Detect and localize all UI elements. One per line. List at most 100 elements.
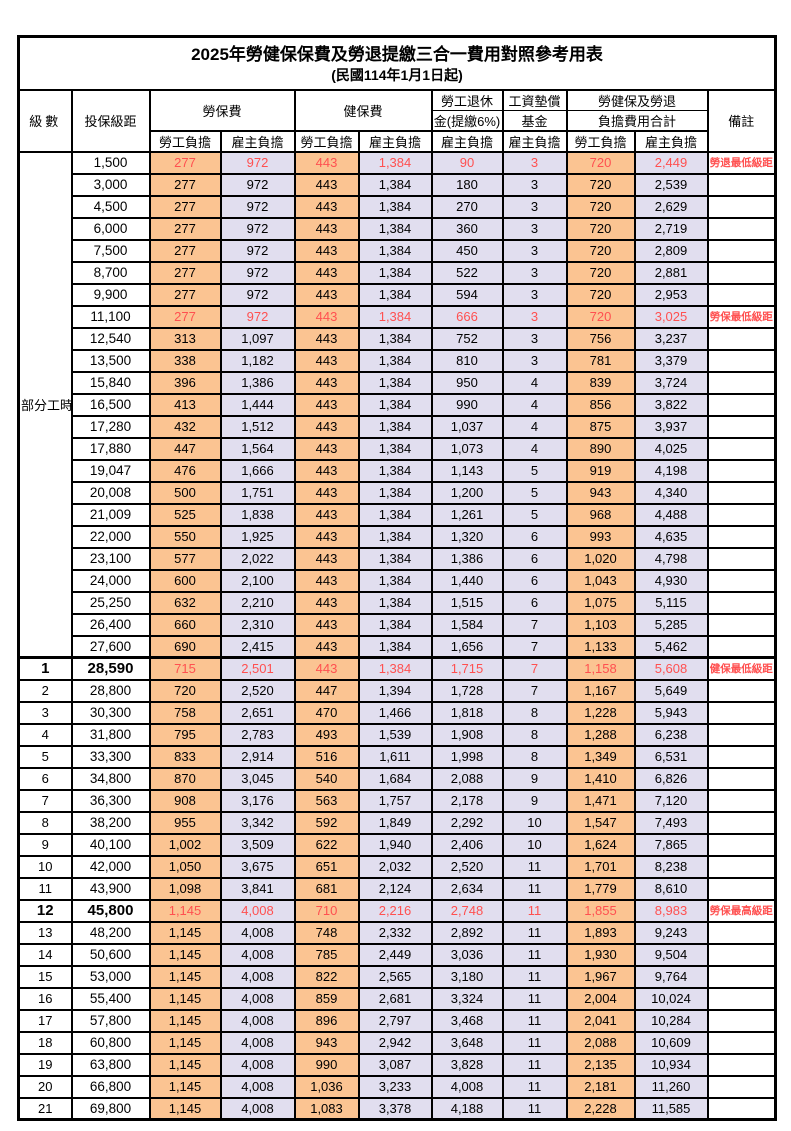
table-row: 8 38,200 955 3,342 592 1,849 2,292 10 1,547 7,493 xyxy=(17,810,777,835)
value-cell: 955 xyxy=(148,810,222,835)
remark-cell xyxy=(706,744,777,769)
col-header-level: 級數 xyxy=(17,88,73,153)
value-cell: 447 xyxy=(293,678,360,703)
value-cell: 748 xyxy=(293,920,360,945)
value-cell: 3,045 xyxy=(219,766,296,791)
bracket-cell: 26,400 xyxy=(70,612,151,637)
table-row: 20,008 500 1,751 443 1,384 1,200 5 943 4,340 xyxy=(19,480,777,505)
value-cell: 1,384 xyxy=(357,260,433,285)
value-cell: 443 xyxy=(293,392,360,417)
value-cell: 833 xyxy=(148,744,222,769)
value-cell: 720 xyxy=(565,150,636,175)
value-cell: 1,384 xyxy=(357,480,433,505)
value-cell: 447 xyxy=(148,436,222,461)
bracket-cell: 12,540 xyxy=(70,326,151,351)
value-cell: 2,748 xyxy=(430,898,504,923)
value-cell: 3,233 xyxy=(357,1074,433,1099)
value-cell: 1,145 xyxy=(148,1030,222,1055)
value-cell: 1,384 xyxy=(357,194,433,219)
remark-cell xyxy=(706,458,777,483)
value-cell: 2,088 xyxy=(565,1030,636,1055)
value-cell: 993 xyxy=(565,524,636,549)
value-cell: 11,585 xyxy=(633,1096,709,1121)
value-cell: 2,797 xyxy=(357,1008,433,1033)
value-cell: 277 xyxy=(148,150,222,175)
remark-cell xyxy=(706,392,777,417)
value-cell: 3,648 xyxy=(430,1030,504,1055)
level-cell: 1 xyxy=(17,656,73,681)
value-cell: 443 xyxy=(293,414,360,439)
value-cell: 822 xyxy=(293,964,360,989)
value-cell: 1,410 xyxy=(565,766,636,791)
table-row: 23,100 577 2,022 443 1,384 1,386 6 1,020 4,798 xyxy=(19,546,777,571)
bracket-cell: 57,800 xyxy=(70,1008,151,1033)
value-cell: 1,098 xyxy=(148,876,222,901)
value-cell: 277 xyxy=(148,216,222,241)
value-cell: 2,406 xyxy=(430,832,504,857)
bracket-cell: 11,100 xyxy=(70,304,151,329)
value-cell: 338 xyxy=(148,348,222,373)
bracket-cell: 4,500 xyxy=(70,194,151,219)
value-cell: 3,509 xyxy=(219,832,296,857)
value-cell: 1,515 xyxy=(430,590,504,615)
value-cell: 11 xyxy=(501,1096,568,1121)
value-cell: 943 xyxy=(565,480,636,505)
value-cell: 3 xyxy=(501,172,568,197)
table-row: 25,250 632 2,210 443 1,384 1,515 6 1,075 5,115 xyxy=(19,590,777,615)
value-cell: 277 xyxy=(148,194,222,219)
value-cell: 11 xyxy=(501,1052,568,1077)
premium-reference-table: 2025年勞健保保費及勞退提繳三合一費用對照參考用表 (民國114年1月1日起)… xyxy=(17,35,778,1121)
value-cell: 432 xyxy=(148,414,222,439)
bracket-cell: 43,900 xyxy=(70,876,151,901)
value-cell: 1,349 xyxy=(565,744,636,769)
col-header-health-insurance: 健保費 xyxy=(293,88,433,132)
value-cell: 5,115 xyxy=(633,590,709,615)
value-cell: 972 xyxy=(219,260,296,285)
value-cell: 4 xyxy=(501,414,568,439)
value-cell: 3,180 xyxy=(430,964,504,989)
bracket-cell: 21,009 xyxy=(70,502,151,527)
value-cell: 1,624 xyxy=(565,832,636,857)
table-row: 7 36,300 908 3,176 563 1,757 2,178 9 1,471 7,120 xyxy=(17,788,777,813)
value-cell: 1,002 xyxy=(148,832,222,857)
value-cell: 2,629 xyxy=(633,194,709,219)
value-cell: 2,809 xyxy=(633,238,709,263)
value-cell: 2,881 xyxy=(633,260,709,285)
value-cell: 1,261 xyxy=(430,502,504,527)
table-row: 17,880 447 1,564 443 1,384 1,073 4 890 4,025 xyxy=(19,436,777,461)
header-row-top: 級數 投保級距 勞保費 健保費 勞工退休 工資墊償 勞健保及勞退 備註 xyxy=(17,88,777,153)
value-cell: 313 xyxy=(148,326,222,351)
value-cell: 1,440 xyxy=(430,568,504,593)
value-cell: 972 xyxy=(219,216,296,241)
value-cell: 7 xyxy=(501,678,568,703)
bracket-cell: 40,100 xyxy=(70,832,151,857)
value-cell: 6 xyxy=(501,590,568,615)
value-cell: 632 xyxy=(148,590,222,615)
value-cell: 3,176 xyxy=(219,788,296,813)
value-cell: 1,684 xyxy=(357,766,433,791)
value-cell: 4,008 xyxy=(219,942,296,967)
bracket-cell: 48,200 xyxy=(70,920,151,945)
table-row: 部分工時 1,500 277 972 443 1,384 90 3 720 2,449 勞退最低級距 xyxy=(17,150,777,659)
value-cell: 540 xyxy=(293,766,360,791)
value-cell: 443 xyxy=(293,524,360,549)
value-cell: 2,634 xyxy=(430,876,504,901)
table-row: 11 43,900 1,098 3,841 681 2,124 2,634 11 1,779 8,… xyxy=(17,876,777,901)
value-cell: 2,310 xyxy=(219,612,296,637)
col-header-wage-fund-line2: 基金 xyxy=(501,109,568,132)
value-cell: 11 xyxy=(501,1074,568,1099)
value-cell: 1,584 xyxy=(430,612,504,637)
value-cell: 3 xyxy=(501,194,568,219)
table-row: 20 66,800 1,145 4,008 1,036 3,233 4,008 11 2,181… xyxy=(17,1074,777,1099)
bracket-cell: 38,200 xyxy=(70,810,151,835)
value-cell: 651 xyxy=(293,854,360,879)
value-cell: 720 xyxy=(565,238,636,263)
value-cell: 1,145 xyxy=(148,1052,222,1077)
value-cell: 2,942 xyxy=(357,1030,433,1055)
col-header-total-line1: 勞健保及勞退 xyxy=(565,88,709,111)
table-row: 13,500 338 1,182 443 1,384 810 3 781 3,379 xyxy=(19,348,777,373)
value-cell: 1,855 xyxy=(565,898,636,923)
value-cell: 1,145 xyxy=(148,942,222,967)
value-cell: 2,681 xyxy=(357,986,433,1011)
bracket-cell: 69,800 xyxy=(70,1096,151,1121)
